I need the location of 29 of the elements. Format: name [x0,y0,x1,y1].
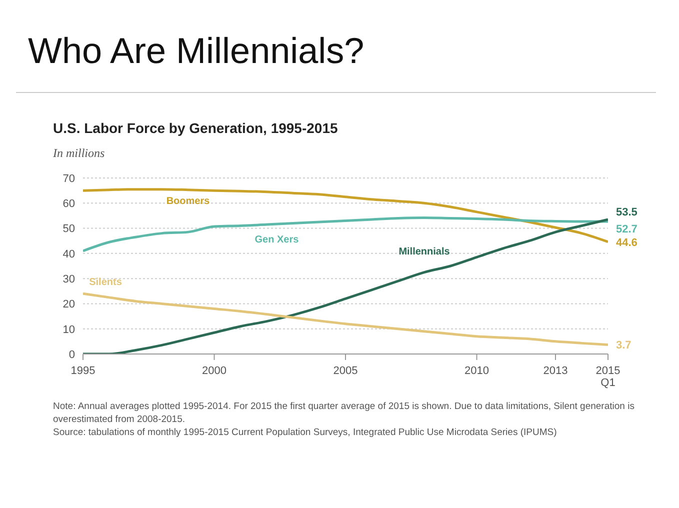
data-label: 3.7 [616,340,632,352]
series-label: Gen Xers [254,234,300,246]
data-label: 53.5 [616,206,638,218]
y-tick-label: 20 [62,298,75,311]
series-label: Millennials [398,246,450,258]
source-note: Source: tabulations of monthly 1995-2015 Current Population Surveys, Integrated Public Use Microdata Series (IPUMS) [53,426,558,439]
y-tick-label: 10 [62,324,75,336]
chart-title: Who Are Millennials? [28,30,364,72]
line-series [83,292,608,346]
series-label: Boomers [166,196,210,207]
data-label: 44.6 [616,236,638,249]
x-tick-label: 2000 [202,365,226,377]
data-label: 52.7 [616,223,638,236]
chart-subtitle: U.S. Labor Force by Generation, 1995-2015 [53,120,338,136]
text: Note: Annual averages plotted 1995-2014. For 2015 the first quarter average of 2015 is shown. Due to data limitations, Silent generation is overestimated from 2008-2015. [53,400,636,426]
line-series [83,188,608,244]
y-tick-label: 0 [68,348,75,361]
y-tick-label: 70 [62,172,75,185]
x-tick-label: 1995 [70,365,96,377]
y-tick-label: 40 [62,248,75,260]
y-axis-title: In millions [53,146,105,161]
y-tick-label: 30 [62,273,75,286]
y-tick-label: 60 [62,198,75,210]
x-tick-label: 2015 Q1 [596,365,620,389]
x-tick-label: 2013 [543,365,568,377]
y-tick-label: 50 [62,223,75,236]
x-tick-label: 2005 [333,365,358,377]
series-label: Silents [89,277,122,288]
x-tick-label: 2010 [464,365,489,377]
